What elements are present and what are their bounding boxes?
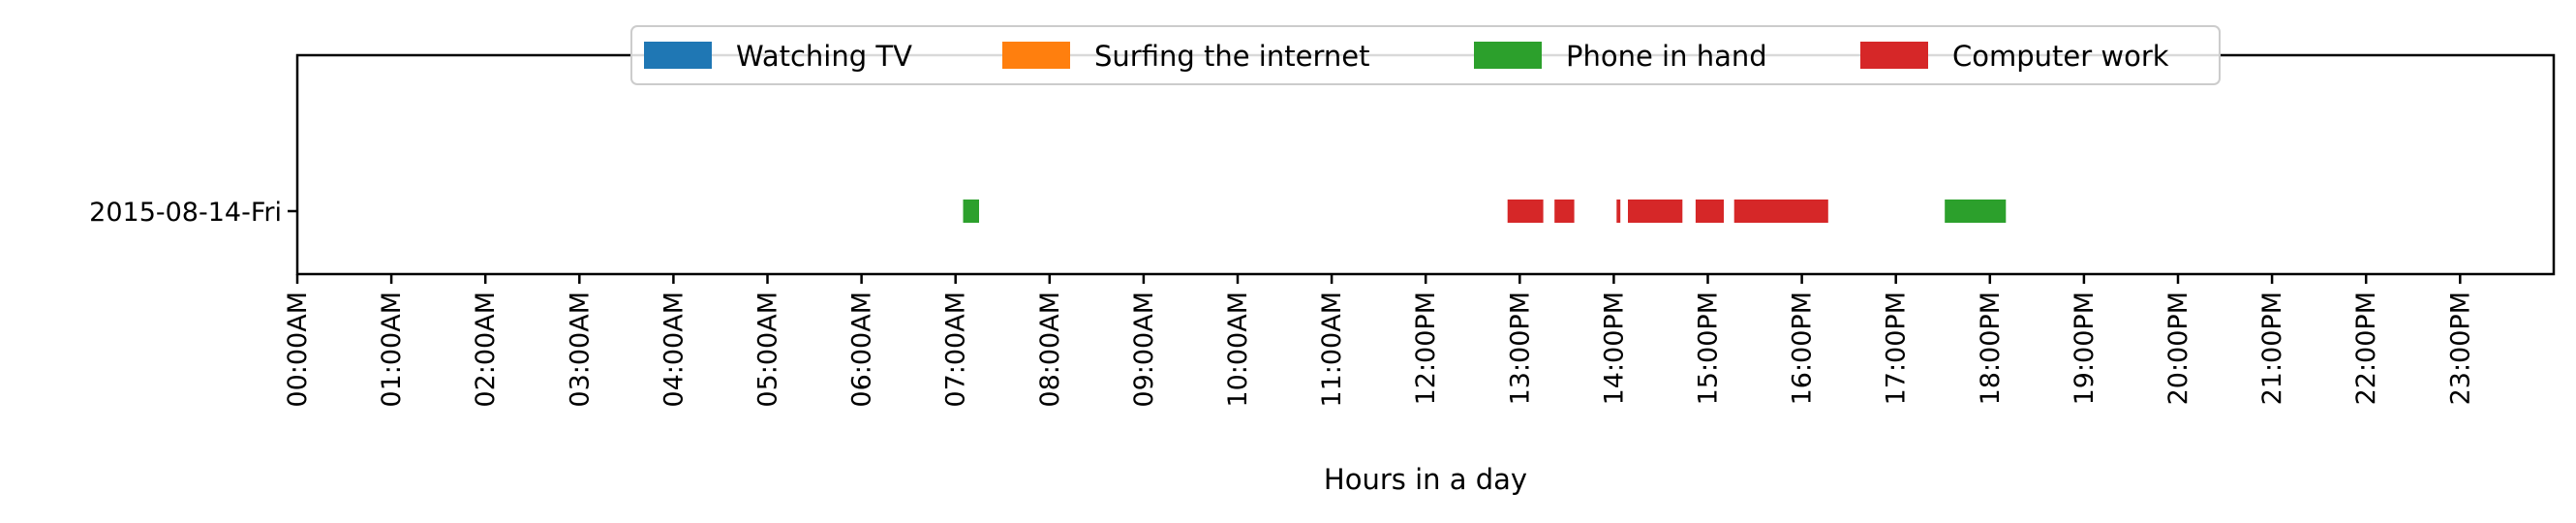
x-tick-label: 01:00AM [377,292,407,408]
bar-computer-work-6 [1733,200,1828,223]
x-tick-label: 09:00AM [1129,292,1159,408]
x-tick-label: 10:00AM [1223,292,1253,408]
bar-phone-in-hand-1 [963,200,979,223]
legend-swatch-computer-work [1860,42,1928,69]
x-axis-label: Hours in a day [1324,463,1527,496]
legend-label-computer-work: Computer work [1952,40,2169,73]
bar-computer-work-4 [1628,200,1683,223]
x-tick-label: 00:00AM [283,292,313,408]
bars-layer [963,200,2007,223]
legend-frame [630,25,2221,85]
x-tick-label: 08:00AM [1035,292,1065,408]
x-tick-label: 05:00AM [753,292,783,408]
legend-swatch-watching-tv [644,42,712,69]
x-tick-label: 21:00PM [2257,292,2287,405]
x-tick-label: 11:00AM [1317,292,1347,408]
x-tick-label: 15:00PM [1694,292,1724,405]
x-tick-label: 07:00AM [941,292,971,408]
plot-area [295,53,2556,276]
x-tick-label: 12:00PM [1411,292,1441,405]
bar-computer-work-3 [1616,200,1621,223]
x-tick-label: 02:00AM [471,292,501,408]
legend-swatch-surfing-the-internet [1002,42,1070,69]
legend-items: Watching TV Surfing the internet Phone in … [644,40,2169,73]
legend: Watching TV Surfing the internet Phone in … [630,25,2221,85]
legend-label-watching-tv: Watching TV [736,40,912,73]
y-axis: 2015-08-14-Fri [89,198,297,228]
x-tick-label: 18:00PM [1976,292,2006,405]
bar-computer-work-2 [1554,200,1575,223]
legend-swatch-phone-in-hand [1474,42,1542,69]
x-axis: 00:00AM 01:00AM 02:00AM 03:00AM 04:00AM 05:00… [283,274,2475,408]
legend-label-surfing-the-internet: Surfing the internet [1094,40,1369,73]
bar-computer-work-1 [1507,200,1544,223]
x-tick-label: 06:00AM [847,292,877,408]
x-tick-label: 03:00AM [565,292,595,408]
x-tick-label: 19:00PM [2070,292,2100,405]
x-tick-label: 22:00PM [2351,292,2381,405]
legend-label-phone-in-hand: Phone in hand [1566,40,1767,73]
x-tick-label: 16:00PM [1788,292,1818,405]
y-tick-label: 2015-08-14-Fri [89,198,282,228]
x-tick-label: 23:00PM [2445,292,2475,405]
x-tick-label: 13:00PM [1505,292,1535,405]
x-tick-label: 20:00PM [2163,292,2193,405]
x-tick-label: 04:00AM [659,292,689,408]
bar-phone-in-hand-2 [1945,200,2007,223]
x-tick-label: 17:00PM [1882,292,1912,405]
x-tick-label: 14:00PM [1599,292,1629,405]
bar-computer-work-5 [1695,200,1724,223]
